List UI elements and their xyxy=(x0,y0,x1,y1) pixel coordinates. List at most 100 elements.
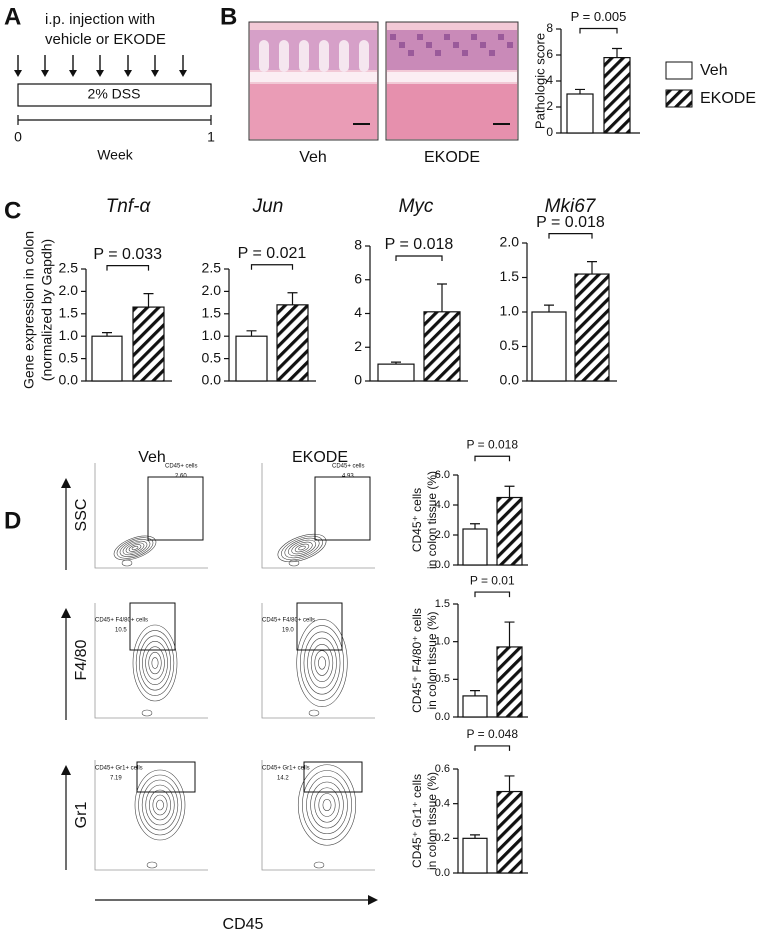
y-tick-label: 0.6 xyxy=(435,763,450,775)
y-tick-label: 1.0 xyxy=(500,303,520,319)
histology-images xyxy=(248,21,519,141)
contour xyxy=(298,545,306,551)
contour xyxy=(119,539,151,557)
y-tick-label: 0.5 xyxy=(202,349,222,365)
cell-cluster xyxy=(480,42,486,48)
chart-title: Tnf-α xyxy=(106,196,152,217)
row-label: SSC xyxy=(73,499,90,532)
time-axis xyxy=(17,115,212,125)
y-axis-label: in colon tissue (%) xyxy=(425,772,439,870)
contour xyxy=(138,774,182,836)
crypt xyxy=(299,40,309,72)
y-tick-label: 4.0 xyxy=(435,499,450,511)
mucosa xyxy=(387,30,517,70)
gate-percentage: 10.5 xyxy=(115,628,127,634)
contour xyxy=(281,535,323,561)
error-bar xyxy=(143,293,154,308)
gate-percentage: 2.60 xyxy=(175,474,187,480)
gate xyxy=(147,476,204,541)
contour xyxy=(313,861,325,869)
error-bar xyxy=(504,621,515,647)
y-tick-label: 0.0 xyxy=(59,372,79,388)
contour xyxy=(148,789,172,821)
contour xyxy=(156,799,164,811)
bar xyxy=(423,311,461,382)
y-tick-label: 0.5 xyxy=(500,337,520,353)
contour xyxy=(131,545,139,551)
y-tick-label: 0 xyxy=(354,372,362,388)
time-tick: 0 xyxy=(14,129,22,145)
legend-label: EKODE xyxy=(700,90,756,107)
contour xyxy=(146,861,158,869)
contour xyxy=(125,542,145,554)
p-value: P = 0.033 xyxy=(93,246,162,263)
gate xyxy=(314,476,371,541)
contour xyxy=(128,544,142,552)
bar xyxy=(276,304,309,382)
flow-arrow-head xyxy=(61,478,71,488)
panel-label: B xyxy=(220,3,237,30)
y-tick-label: 0.0 xyxy=(500,372,520,388)
bar xyxy=(235,335,268,382)
y-axis-label: (normalized by Gapdh) xyxy=(39,239,55,381)
gate-label: CD45+ F4/80+ cells xyxy=(262,618,315,624)
contour xyxy=(148,651,162,675)
bar xyxy=(566,93,594,134)
cell-cluster xyxy=(417,34,423,40)
crypt xyxy=(339,40,349,72)
flow-arrow-head xyxy=(61,608,71,618)
cell-cluster xyxy=(390,34,396,40)
bar xyxy=(531,311,567,382)
p-value: P = 0.021 xyxy=(238,245,307,262)
y-tick-label: 2 xyxy=(354,338,362,354)
cell-cluster xyxy=(471,34,477,40)
significance-bracket xyxy=(395,255,443,261)
treatment-box xyxy=(17,83,212,107)
bar-chart: 0.0 0.2 0.4 0.6 P = 0.048 CD45⁺ Gr1⁺ cells in … xyxy=(410,727,528,879)
plot-frame xyxy=(94,603,208,719)
y-tick-label: 2.5 xyxy=(202,260,222,276)
cell-cluster xyxy=(489,50,495,56)
y-tick-label: 0.0 xyxy=(435,711,450,723)
y-tick-label: 0.4 xyxy=(435,798,450,810)
y-tick-label: 0.2 xyxy=(435,832,450,844)
y-axis-label: CD45⁺ cells xyxy=(410,488,424,552)
p-value: P = 0.018 xyxy=(385,236,454,253)
contour xyxy=(138,635,172,691)
contour xyxy=(116,537,154,559)
error-bar xyxy=(437,283,447,312)
contour xyxy=(288,559,300,567)
p-value: P = 0.018 xyxy=(467,437,519,451)
bar-chart: 0 2 4 6 8 P = 0.018 Myc xyxy=(354,196,468,388)
contour xyxy=(134,769,186,841)
contour xyxy=(302,770,352,840)
y-tick-label: 1.5 xyxy=(435,598,450,610)
time-tick: 1 xyxy=(207,129,215,145)
y-tick-label: 8 xyxy=(354,237,362,253)
y-axis-label: CD45⁺ Gr1⁺ cells xyxy=(410,774,424,868)
y-tick-label: 2.0 xyxy=(202,282,222,298)
y-tick-label: 2.0 xyxy=(59,282,79,298)
plot-frame xyxy=(261,760,375,871)
contour xyxy=(322,798,332,812)
plot-frame xyxy=(261,463,375,569)
p-value: P = 0.048 xyxy=(467,727,519,741)
error-bar xyxy=(544,304,554,312)
panel-label: A xyxy=(4,3,21,30)
contour xyxy=(141,709,153,717)
cell-cluster xyxy=(498,34,504,40)
cell-cluster xyxy=(426,42,432,48)
y-axis-label: in colon tissue (%) xyxy=(425,611,439,709)
arrow-head xyxy=(69,70,77,77)
significance-bracket xyxy=(474,455,511,462)
bar xyxy=(91,335,123,382)
y-tick-label: 6 xyxy=(354,270,362,286)
flow-arrow-head xyxy=(61,765,71,775)
bar-chart: 0 2 4 6 8 P = 0.005 Pathologic score xyxy=(532,9,640,139)
contour xyxy=(303,631,341,695)
y-tick-label: 4 xyxy=(546,73,553,87)
gate-percentage: 4.93 xyxy=(342,474,354,480)
contour xyxy=(310,781,344,829)
cell-cluster xyxy=(399,42,405,48)
